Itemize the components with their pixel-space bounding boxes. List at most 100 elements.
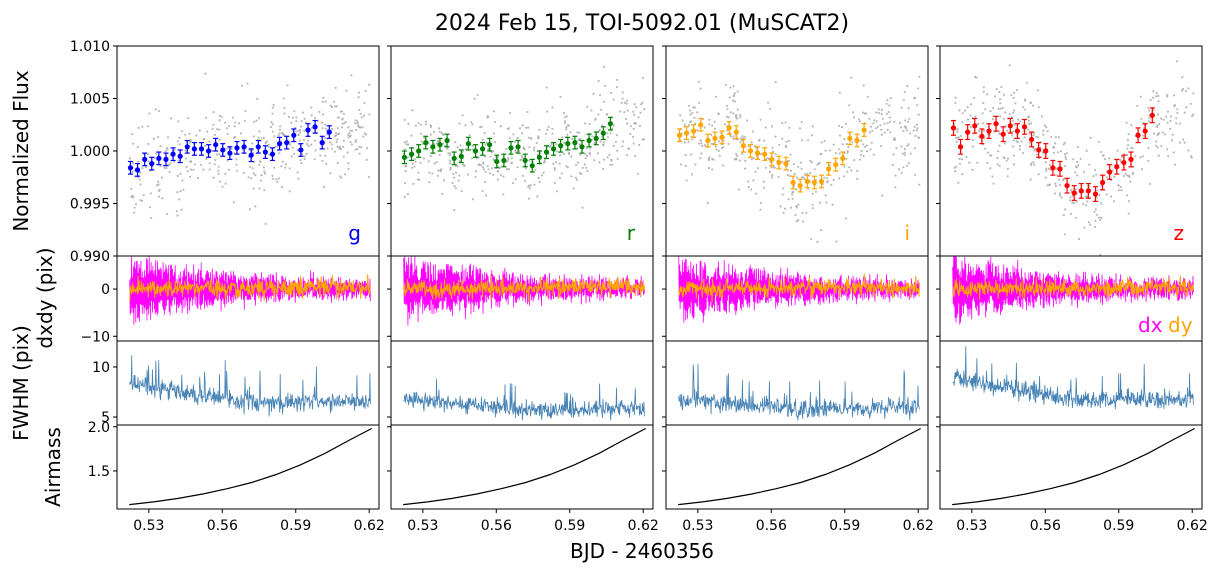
raw-point xyxy=(608,153,611,157)
raw-point xyxy=(1119,185,1122,189)
raw-point xyxy=(1064,155,1067,158)
raw-point xyxy=(623,111,626,114)
raw-point xyxy=(1062,214,1065,217)
raw-point xyxy=(160,176,163,179)
raw-point xyxy=(341,126,344,129)
raw-point xyxy=(894,174,897,177)
binned-point xyxy=(326,129,332,135)
raw-point xyxy=(697,101,701,104)
raw-point xyxy=(729,111,732,114)
raw-point xyxy=(1006,129,1009,132)
raw-point xyxy=(483,131,486,135)
raw-point xyxy=(894,186,897,189)
raw-point xyxy=(536,195,539,198)
raw-point xyxy=(907,107,910,110)
raw-point xyxy=(357,96,360,99)
raw-point xyxy=(200,163,203,166)
raw-point xyxy=(348,132,351,135)
raw-point xyxy=(971,168,974,171)
raw-point xyxy=(823,176,826,179)
raw-point xyxy=(1058,194,1061,197)
raw-point xyxy=(1126,139,1129,142)
raw-point xyxy=(196,176,200,180)
raw-point xyxy=(454,141,457,144)
binned-point xyxy=(747,148,754,154)
raw-point xyxy=(696,111,699,114)
raw-point xyxy=(218,119,221,122)
raw-point xyxy=(880,113,883,116)
raw-point xyxy=(330,143,334,146)
raw-point xyxy=(329,104,332,107)
raw-point xyxy=(441,133,445,136)
raw-point xyxy=(824,149,827,152)
raw-point xyxy=(1016,118,1020,121)
raw-point xyxy=(1136,104,1139,107)
raw-point xyxy=(559,154,562,157)
raw-point xyxy=(801,139,804,142)
raw-point xyxy=(615,86,619,89)
raw-point xyxy=(252,135,255,138)
raw-point xyxy=(522,146,525,149)
raw-point xyxy=(208,140,211,143)
raw-point xyxy=(1156,133,1159,136)
plot-area xyxy=(676,75,921,243)
raw-point xyxy=(1065,152,1068,155)
raw-point xyxy=(1116,149,1119,152)
raw-point xyxy=(1127,133,1130,136)
raw-point xyxy=(752,179,755,182)
raw-point xyxy=(499,174,502,177)
raw-point xyxy=(787,139,791,142)
binned-point xyxy=(451,155,457,161)
raw-point xyxy=(257,136,260,139)
raw-point xyxy=(744,159,747,162)
raw-point xyxy=(699,87,702,90)
raw-point xyxy=(437,169,440,172)
raw-point xyxy=(1112,200,1115,203)
raw-point xyxy=(1001,106,1004,110)
raw-point xyxy=(159,165,162,168)
raw-point xyxy=(1070,190,1073,193)
raw-point xyxy=(264,222,267,225)
raw-point xyxy=(429,124,432,127)
raw-point xyxy=(995,87,998,91)
raw-point xyxy=(248,208,251,211)
fwhm-series xyxy=(403,378,645,421)
binned-point xyxy=(825,166,832,172)
raw-point xyxy=(771,146,774,149)
raw-point xyxy=(801,211,804,215)
raw-point xyxy=(1044,161,1047,164)
fwhm-series xyxy=(952,346,1194,410)
binned-point xyxy=(790,179,796,186)
raw-point xyxy=(471,157,474,160)
raw-point xyxy=(1002,156,1005,159)
raw-point xyxy=(350,143,353,146)
raw-point xyxy=(691,138,694,141)
raw-point xyxy=(527,197,531,200)
raw-point xyxy=(575,178,579,181)
binned-point xyxy=(847,135,853,141)
plot-area xyxy=(403,256,645,326)
raw-point xyxy=(629,125,633,128)
raw-point xyxy=(304,121,308,124)
y-tick-label: 1.005 xyxy=(70,92,110,108)
raw-point xyxy=(184,133,187,136)
raw-point xyxy=(916,104,919,107)
raw-point xyxy=(189,140,192,143)
raw-point xyxy=(132,196,135,199)
raw-point xyxy=(747,145,750,148)
raw-point xyxy=(902,98,905,101)
subplot-g-dxdy: −100 xyxy=(80,255,380,345)
raw-point xyxy=(1176,111,1179,114)
binned-point xyxy=(515,144,521,150)
axes-frame xyxy=(939,424,1203,510)
binned-point xyxy=(1114,164,1120,170)
raw-point xyxy=(643,108,646,111)
raw-point xyxy=(133,211,136,214)
raw-point xyxy=(295,120,298,123)
raw-point xyxy=(975,76,978,79)
raw-point xyxy=(604,84,607,87)
raw-point xyxy=(1070,212,1073,216)
binned-point xyxy=(712,135,718,141)
raw-point xyxy=(779,205,782,208)
raw-point xyxy=(1063,208,1067,211)
